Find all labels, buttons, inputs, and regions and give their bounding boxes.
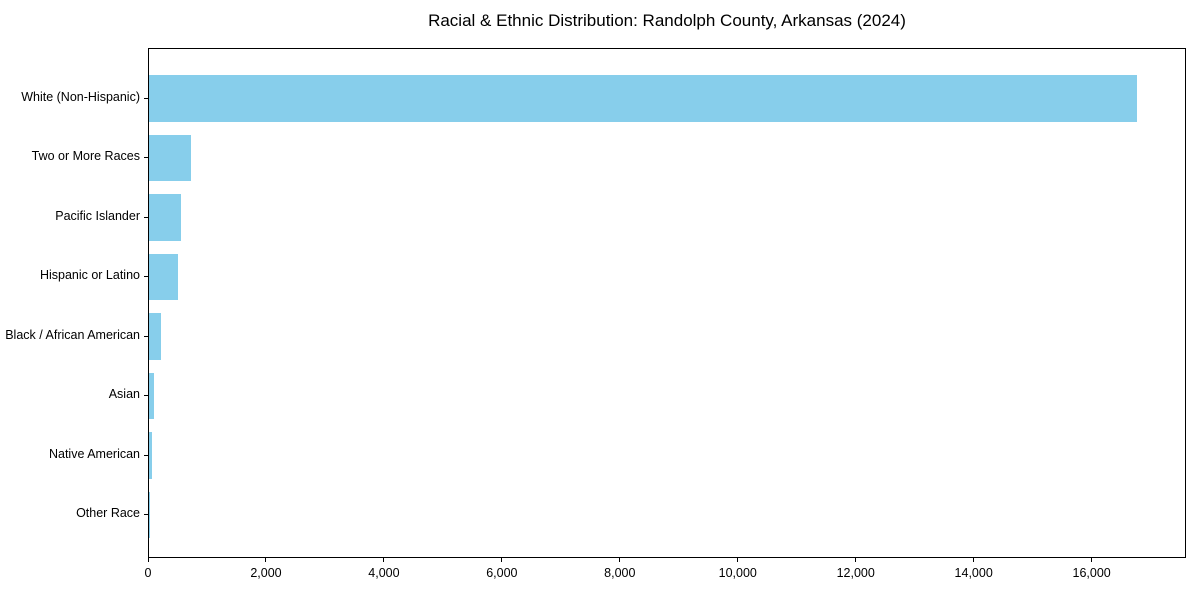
y-tick-label: White (Non-Hispanic) — [21, 89, 140, 104]
x-tick-mark — [501, 558, 503, 562]
y-tick-mark — [144, 514, 148, 515]
x-tick-label: 14,000 — [954, 566, 993, 580]
x-tick-mark — [855, 558, 857, 562]
y-tick-label: Asian — [108, 387, 140, 401]
y-tick-mark — [144, 216, 148, 218]
y-tick-label: Black / African American — [5, 327, 140, 342]
x-tick-mark — [383, 558, 385, 562]
x-tick-label: 6,000 — [486, 566, 518, 580]
x-tick-label: 0 — [144, 566, 152, 580]
x-tick-label: 2,000 — [250, 566, 282, 580]
x-tick-label: 8,000 — [604, 566, 636, 580]
bar-hispanic-or-latino — [149, 253, 178, 301]
x-tick-mark — [1091, 558, 1093, 562]
y-tick-mark — [144, 97, 148, 99]
y-tick-mark — [144, 335, 148, 337]
x-tick-mark — [973, 558, 975, 562]
x-tick-mark — [265, 558, 267, 562]
y-tick-label: Two or More Races — [31, 149, 140, 163]
x-tick-mark — [737, 558, 739, 562]
y-tick-mark — [144, 157, 148, 158]
bar-white-non-hispanic — [149, 75, 1137, 122]
x-tick-mark — [147, 558, 149, 562]
y-tick-label: Pacific Islander — [55, 208, 140, 223]
chart-title: Racial & Ethnic Distribution: Randolph C… — [428, 11, 906, 30]
x-tick-mark — [619, 558, 621, 562]
x-tick-label: 10,000 — [718, 566, 757, 580]
y-tick-label: Hispanic or Latino — [39, 268, 140, 282]
x-tick-label: 12,000 — [836, 566, 875, 580]
bar-native-american — [149, 432, 153, 479]
x-tick-label: 4,000 — [368, 566, 400, 580]
y-tick-mark — [144, 276, 148, 277]
bar-asian — [149, 372, 154, 420]
y-tick-label: Other Race — [76, 506, 140, 520]
bar-black-african-american — [149, 313, 161, 360]
x-tick-label: 16,000 — [1072, 566, 1111, 580]
bar-pacific-islander — [149, 194, 181, 241]
y-tick-mark — [144, 395, 148, 396]
y-tick-label: Native American — [48, 446, 140, 461]
plot-area — [148, 48, 1186, 558]
bar-other-race — [149, 491, 150, 539]
y-tick-mark — [144, 454, 148, 456]
bar-two-or-more-races — [149, 134, 191, 182]
